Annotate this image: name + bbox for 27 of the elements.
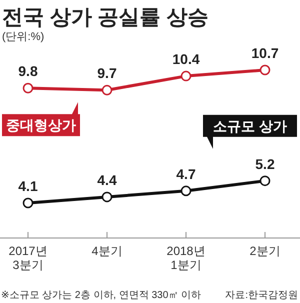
point — [22, 198, 34, 208]
x-tick-label: 2분기 — [250, 244, 280, 258]
point — [260, 64, 270, 76]
chart-subtitle: (단위:%) — [2, 31, 44, 43]
picture-series-name-tag: 소규모 상가 — [203, 114, 297, 149]
data-label: 10.4 — [172, 51, 200, 68]
data-label: 9.8 — [18, 63, 38, 80]
text: ※소규모 상가는 2층 이하, 연면적 330㎡ 이하 — [1, 290, 202, 301]
picture-series-name-tag: 중대형상가 — [2, 102, 80, 136]
x-tick-label: 2018년 1분기 — [166, 244, 206, 272]
point — [180, 70, 192, 82]
point — [180, 186, 192, 196]
point — [260, 176, 270, 186]
data-label: 4.4 — [97, 172, 117, 188]
data-label: 10.7 — [251, 45, 279, 61]
data-label: 5.2 — [255, 156, 275, 172]
point — [22, 82, 34, 94]
series-label: 중대형상가 — [6, 117, 76, 134]
x-tick-label: 2017년 3분기 — [8, 244, 48, 272]
x-tick-label: 4분기 — [92, 244, 122, 258]
point — [102, 84, 112, 96]
data-label: 9.7 — [97, 65, 117, 82]
point — [102, 192, 112, 202]
chart-title: 전국 상가 공실률 상승 — [2, 6, 209, 29]
data-label: 4.1 — [18, 178, 38, 194]
data-label: 4.7 — [176, 166, 196, 182]
text: 자료:한국감정원 — [225, 290, 298, 301]
